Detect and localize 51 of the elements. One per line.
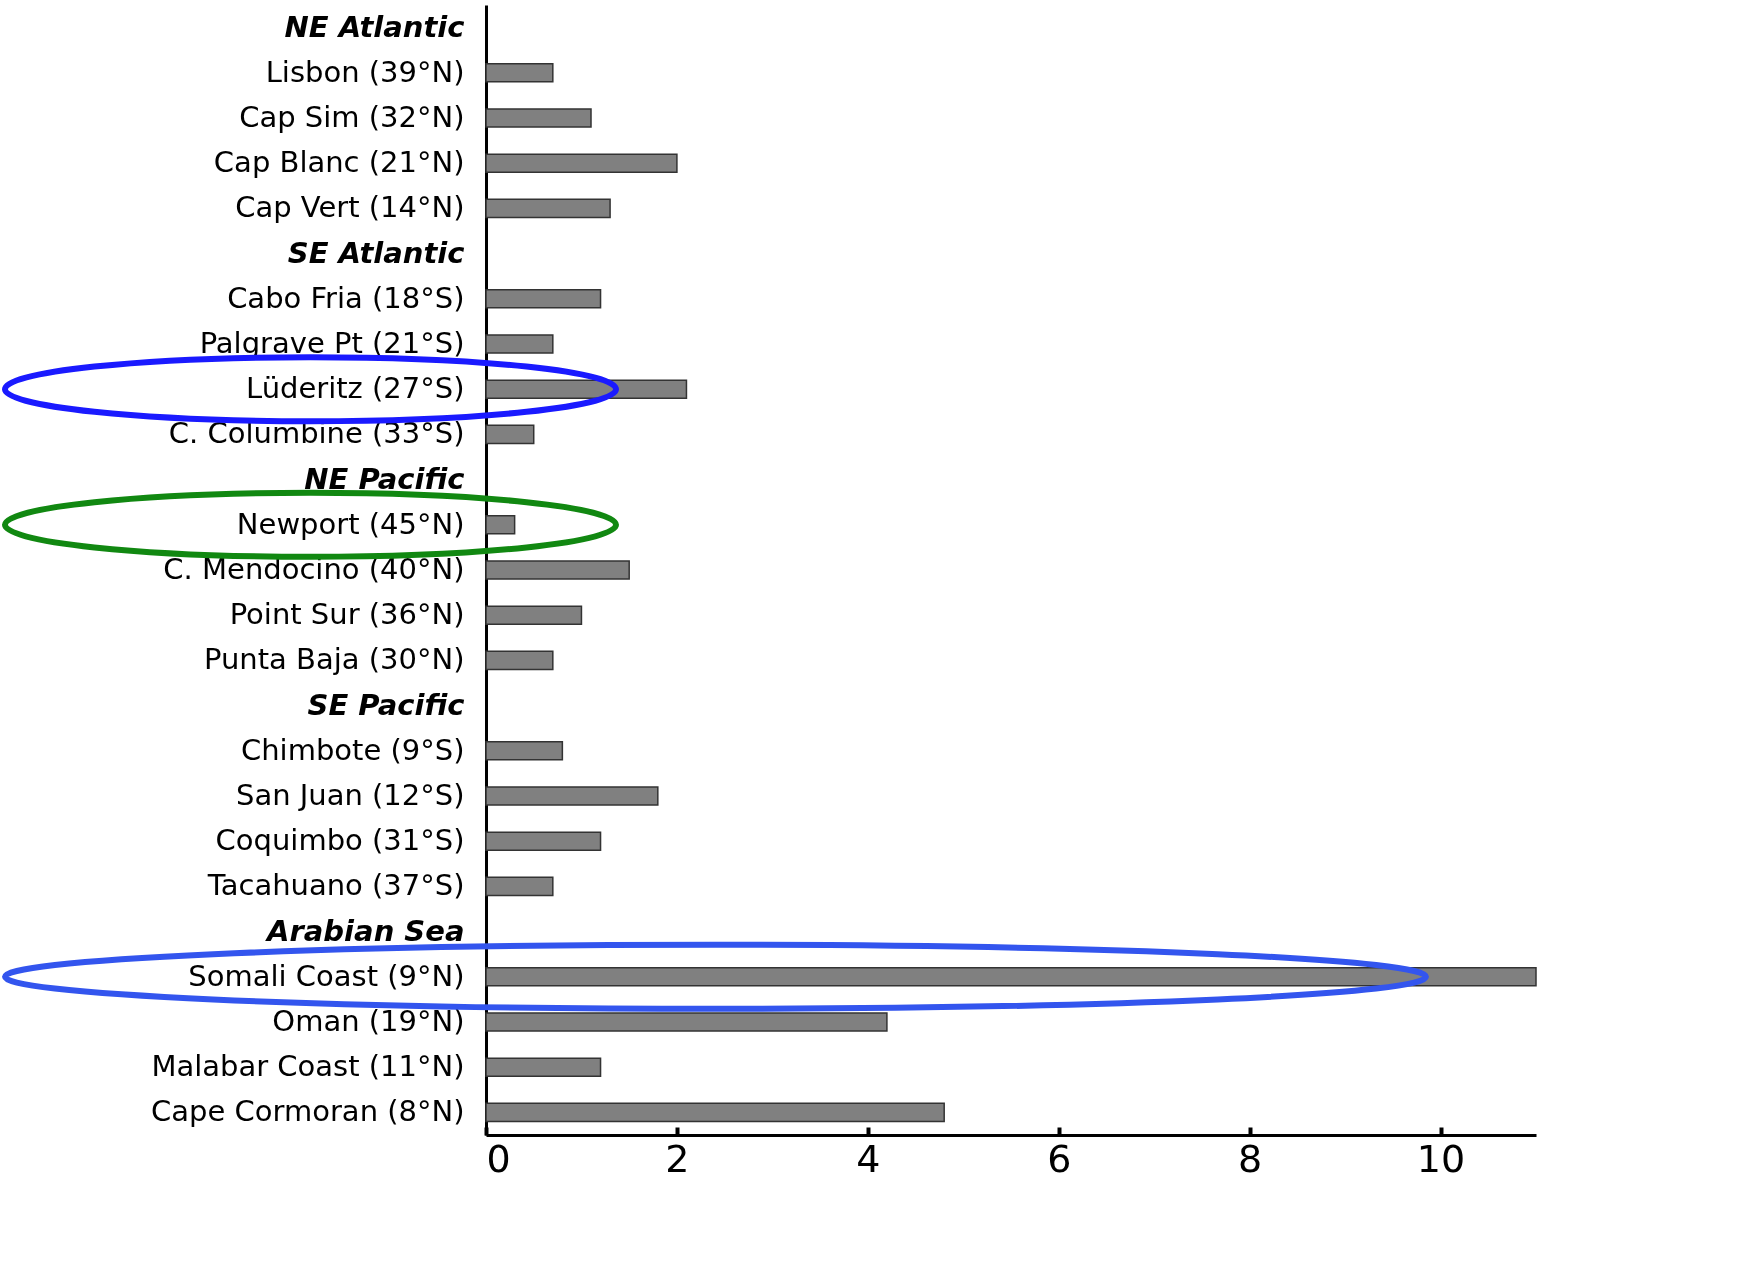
y-tick-label: Lisbon (39°N) xyxy=(265,54,465,89)
y-tick-label: Malabar Coast (11°N) xyxy=(151,1049,465,1084)
x-tick-label: 8 xyxy=(1238,1136,1263,1181)
y-tick-label: Tacahuano (37°S) xyxy=(206,868,465,903)
x-tick-label: 4 xyxy=(856,1136,881,1181)
bar xyxy=(485,967,1537,987)
y-tick-label: C. Columbine (33°S) xyxy=(168,416,465,451)
y-tick-label: Palgrave Pt (21°S) xyxy=(199,326,465,360)
y-tick-label: C. Mendocino (40°N) xyxy=(163,552,465,586)
x-tick-label: 2 xyxy=(665,1136,690,1181)
bar xyxy=(485,289,602,309)
bar xyxy=(485,831,602,851)
bar xyxy=(485,650,554,671)
bar xyxy=(485,334,554,354)
y-tick-label: Newport (45°N) xyxy=(236,506,465,541)
bar xyxy=(485,108,592,128)
y-tick-label: Cap Blanc (21°N) xyxy=(213,145,465,180)
y-tick-label: San Juan (12°S) xyxy=(235,778,465,812)
bar xyxy=(485,786,659,806)
bar xyxy=(485,198,611,219)
x-tick-label: 6 xyxy=(1047,1136,1072,1181)
bar xyxy=(485,379,688,399)
y-tick-label: SE Pacific xyxy=(307,687,465,722)
bar xyxy=(485,424,535,445)
bar xyxy=(485,1057,602,1077)
x-tick-label: 10 xyxy=(1416,1136,1466,1181)
y-tick-label: SE Atlantic xyxy=(287,235,465,270)
bar xyxy=(485,605,583,625)
x-tick-label: 0 xyxy=(486,1136,511,1181)
y-tick-label: Point Sur (36°N) xyxy=(229,597,465,632)
y-tick-label: Cap Sim (32°N) xyxy=(239,100,465,134)
bar xyxy=(485,1012,888,1032)
y-tick-label: Coquimbo (31°S) xyxy=(215,823,465,858)
bar xyxy=(485,515,516,535)
y-tick-label: NE Atlantic xyxy=(284,9,465,44)
y-tick-label: NE Pacific xyxy=(304,461,465,496)
y-tick-label: Cape Cormoran (8°N) xyxy=(151,1094,465,1129)
y-tick-label: Lüderitz (27°S) xyxy=(245,371,465,406)
y-tick-label: Cabo Fria (18°S) xyxy=(227,280,465,315)
bar xyxy=(485,1102,945,1123)
y-tick-label: Somali Coast (9°N) xyxy=(188,958,465,993)
y-tick-label: Arabian Sea xyxy=(265,913,465,948)
y-tick-label: Punta Baja (30°N) xyxy=(203,642,465,677)
bar xyxy=(485,153,678,173)
y-tick-label: Chimbote (9°S) xyxy=(240,732,465,767)
bar xyxy=(485,63,554,83)
y-tick-label: Cap Vert (14°N) xyxy=(235,190,465,225)
y-tick-label: Oman (19°N) xyxy=(272,1004,465,1038)
bar xyxy=(485,741,564,761)
bar xyxy=(485,560,630,580)
bar xyxy=(485,876,554,897)
